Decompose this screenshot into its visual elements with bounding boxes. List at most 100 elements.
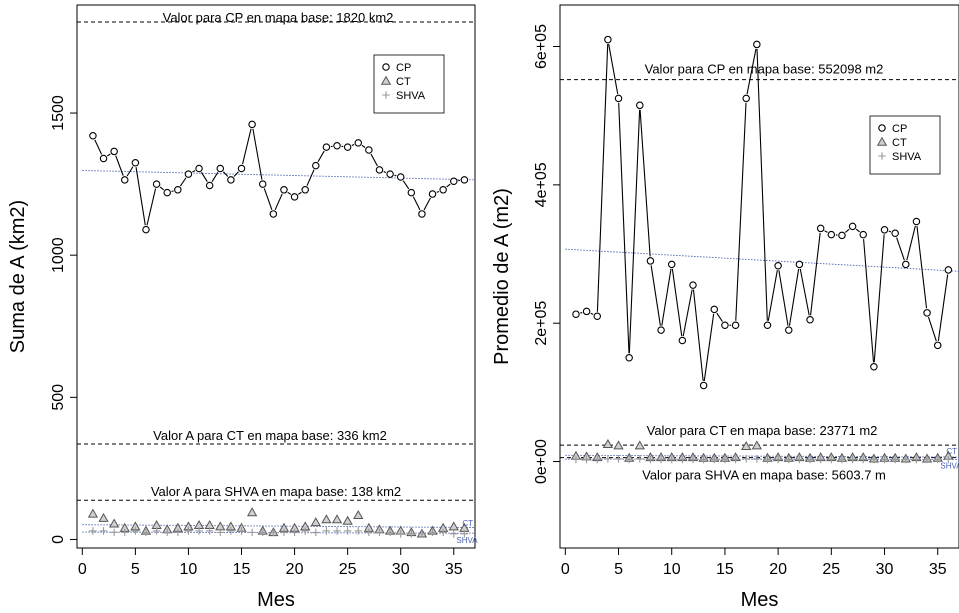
- reference-line-label: Valor A para SHVA en mapa base: 138 km2: [151, 484, 401, 499]
- series-segment: [298, 191, 302, 195]
- shva-point: [582, 455, 591, 464]
- series-segment: [192, 170, 196, 173]
- shva-point: [870, 455, 878, 464]
- cp-point: [386, 170, 394, 178]
- cp-point: [891, 229, 899, 238]
- ct-point: [448, 521, 459, 531]
- series-segment: [135, 167, 146, 226]
- shva-point: [657, 455, 665, 464]
- series-segment: [580, 312, 583, 314]
- shva-point: [227, 527, 235, 535]
- shva-point: [923, 455, 931, 464]
- shva-point: [407, 529, 416, 538]
- cp-point: [880, 226, 889, 234]
- plot-frame: [76, 4, 476, 549]
- x-axis-title: Mes: [257, 589, 295, 611]
- shva-point: [354, 527, 363, 535]
- shva-point: [827, 455, 836, 464]
- series-segment: [639, 109, 651, 257]
- shva-point: [396, 529, 405, 538]
- shva-point: [891, 455, 899, 464]
- shva-point: [99, 527, 108, 535]
- shva-point: [301, 527, 309, 535]
- x-tick-label: 5: [131, 561, 140, 578]
- series-segment: [146, 188, 157, 226]
- shva-point: [763, 455, 772, 464]
- series-segment: [306, 169, 315, 186]
- legend-ct-label: CT: [892, 137, 907, 149]
- shva-point: [269, 528, 278, 537]
- shva-point: [816, 455, 825, 464]
- y-tick-label: 0: [50, 535, 67, 544]
- series-segment: [211, 171, 219, 182]
- cp-point: [827, 230, 836, 239]
- shva-point: [258, 528, 267, 537]
- shva-point: [184, 527, 193, 535]
- shva-point: [290, 528, 299, 537]
- cp-point: [838, 231, 846, 240]
- ct-point: [246, 507, 258, 517]
- shva-point: [174, 528, 182, 537]
- shva-point: [625, 455, 633, 464]
- shva-point: [120, 528, 129, 537]
- cp-point: [699, 381, 708, 390]
- x-tick-label: 10: [663, 561, 681, 578]
- shva-point: [678, 455, 687, 464]
- cp-point: [646, 257, 655, 265]
- shva-point: [280, 528, 288, 537]
- shva-point: [593, 455, 602, 464]
- shva-point: [152, 527, 161, 535]
- cp-point: [195, 164, 203, 173]
- shva-point: [460, 529, 469, 538]
- cp-point: [944, 266, 953, 274]
- reference-line-label: Valor A para CT en mapa base: 336 km2: [153, 428, 387, 443]
- cp-point: [227, 176, 235, 184]
- cp-point: [460, 176, 469, 184]
- x-tick-label: 25: [339, 561, 357, 578]
- cp-point: [614, 94, 623, 103]
- series-segment: [916, 225, 928, 309]
- ct-point: [108, 518, 120, 528]
- series-segment: [94, 139, 103, 155]
- cp-point: [572, 310, 580, 318]
- series-segment: [703, 313, 715, 382]
- series-segment: [274, 193, 283, 211]
- x-tick-label: 5: [614, 561, 623, 578]
- trend-line: [82, 170, 476, 181]
- ct-point: [87, 508, 99, 518]
- shva-point: [428, 528, 437, 537]
- y-tick-label: 4e+05: [533, 162, 550, 207]
- series-segment: [735, 102, 747, 321]
- cp-point: [280, 186, 288, 194]
- cp-point: [870, 363, 878, 371]
- x-tick-label: 20: [769, 561, 787, 578]
- cp-point: [593, 312, 601, 321]
- series-segment: [937, 274, 949, 341]
- series-segment: [252, 128, 263, 180]
- legend-cp-label: CP: [396, 62, 411, 74]
- y-tick-label: 1500: [50, 95, 67, 131]
- series-segment: [608, 43, 619, 95]
- chart-panel-1: 0 5 10 15 20 25 30 35 0 500 1000 1500 Mes Suma de A (…: [7, 4, 478, 611]
- shva-point: [710, 455, 719, 464]
- shva-point: [933, 455, 942, 464]
- series-segment: [222, 171, 229, 177]
- y-axis-title: Promedio de A (m2): [491, 188, 513, 365]
- cp-point: [216, 164, 225, 173]
- cp-point: [657, 326, 665, 334]
- shva-point: [343, 527, 352, 535]
- cp-point: [604, 35, 612, 44]
- cp-point: [131, 159, 140, 167]
- series-segment: [618, 102, 630, 354]
- cp-point: [258, 180, 267, 188]
- series-segment: [661, 268, 672, 326]
- shva-point: [859, 455, 868, 464]
- cp-point: [396, 173, 405, 181]
- series-segment: [171, 190, 174, 193]
- shva-point: [312, 528, 320, 537]
- x-tick-label: 25: [822, 561, 840, 578]
- series-segment: [863, 239, 875, 363]
- cp-point: [450, 177, 458, 186]
- series-segment: [927, 316, 937, 342]
- cp-point: [290, 193, 299, 201]
